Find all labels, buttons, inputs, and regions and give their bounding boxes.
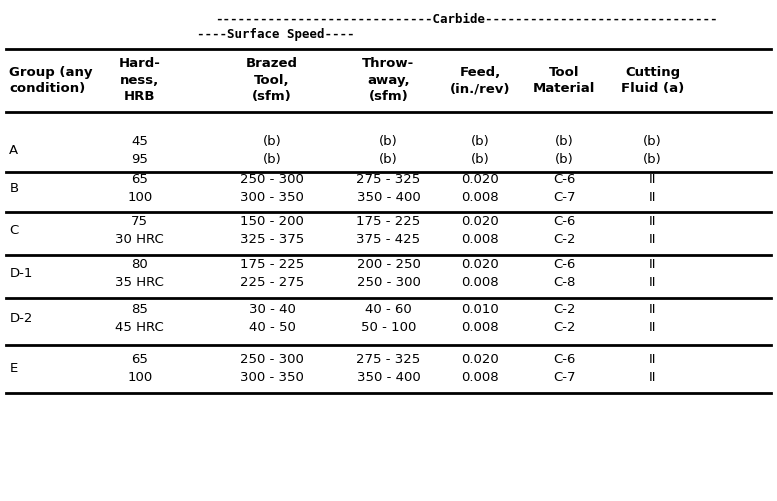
Text: C: C xyxy=(9,224,19,237)
Text: Cutting
Fluid (a): Cutting Fluid (a) xyxy=(621,66,685,95)
Text: C-6
C-7: C-6 C-7 xyxy=(553,172,575,203)
Text: D-2: D-2 xyxy=(9,312,33,325)
Text: II
II: II II xyxy=(649,258,657,289)
Text: (b)
(b): (b) (b) xyxy=(263,135,281,166)
Text: 0.020
0.008: 0.020 0.008 xyxy=(462,215,499,246)
Text: 275 - 325
350 - 400: 275 - 325 350 - 400 xyxy=(357,172,420,203)
Text: (b)
(b): (b) (b) xyxy=(555,135,573,166)
Text: Hard-
ness,
HRB: Hard- ness, HRB xyxy=(119,57,161,103)
Text: (b)
(b): (b) (b) xyxy=(643,135,662,166)
Text: 175 - 225
375 - 425: 175 - 225 375 - 425 xyxy=(357,215,420,246)
Text: D-1: D-1 xyxy=(9,267,33,280)
Text: 85
45 HRC: 85 45 HRC xyxy=(116,303,164,334)
Text: 75
30 HRC: 75 30 HRC xyxy=(116,215,164,246)
Text: 200 - 250
250 - 300: 200 - 250 250 - 300 xyxy=(357,258,420,289)
Text: 0.020
0.008: 0.020 0.008 xyxy=(462,172,499,203)
Text: 150 - 200
325 - 375: 150 - 200 325 - 375 xyxy=(240,215,304,246)
Text: II
II: II II xyxy=(649,215,657,246)
Text: 65
100: 65 100 xyxy=(127,353,152,384)
Text: II
II: II II xyxy=(649,172,657,203)
Text: 40 - 60
50 - 100: 40 - 60 50 - 100 xyxy=(361,303,416,334)
Text: C-2
C-2: C-2 C-2 xyxy=(553,303,575,334)
Text: II
II: II II xyxy=(649,303,657,334)
Text: B: B xyxy=(9,181,19,194)
Text: 250 - 300
300 - 350: 250 - 300 300 - 350 xyxy=(240,353,304,384)
Text: 250 - 300
300 - 350: 250 - 300 300 - 350 xyxy=(240,172,304,203)
Text: 275 - 325
350 - 400: 275 - 325 350 - 400 xyxy=(357,353,420,384)
Text: E: E xyxy=(9,362,18,375)
Text: 65
100: 65 100 xyxy=(127,172,152,203)
Text: Tool
Material: Tool Material xyxy=(533,66,595,95)
Text: II
II: II II xyxy=(649,353,657,384)
Text: Group (any
condition): Group (any condition) xyxy=(9,66,92,95)
Text: 0.010
0.008: 0.010 0.008 xyxy=(462,303,499,334)
Text: C-6
C-2: C-6 C-2 xyxy=(553,215,575,246)
Text: 80
35 HRC: 80 35 HRC xyxy=(116,258,164,289)
Text: C-6
C-8: C-6 C-8 xyxy=(553,258,575,289)
Text: Feed,
(in./rev): Feed, (in./rev) xyxy=(450,66,510,95)
Text: 45
95: 45 95 xyxy=(131,135,148,166)
Text: C-6
C-7: C-6 C-7 xyxy=(553,353,575,384)
Text: 30 - 40
40 - 50: 30 - 40 40 - 50 xyxy=(249,303,295,334)
Text: A: A xyxy=(9,144,19,157)
Text: Throw-
away,
(sfm): Throw- away, (sfm) xyxy=(362,57,415,103)
Text: -----------------------------Carbide-------------------------------: -----------------------------Carbide----… xyxy=(215,13,717,26)
Text: Brazed
Tool,
(sfm): Brazed Tool, (sfm) xyxy=(246,57,298,103)
Text: ----Surface Speed----: ----Surface Speed---- xyxy=(197,28,354,41)
Text: (b)
(b): (b) (b) xyxy=(379,135,398,166)
Text: 0.020
0.008: 0.020 0.008 xyxy=(462,353,499,384)
Text: (b)
(b): (b) (b) xyxy=(471,135,490,166)
Text: 0.020
0.008: 0.020 0.008 xyxy=(462,258,499,289)
Text: 175 - 225
225 - 275: 175 - 225 225 - 275 xyxy=(240,258,304,289)
